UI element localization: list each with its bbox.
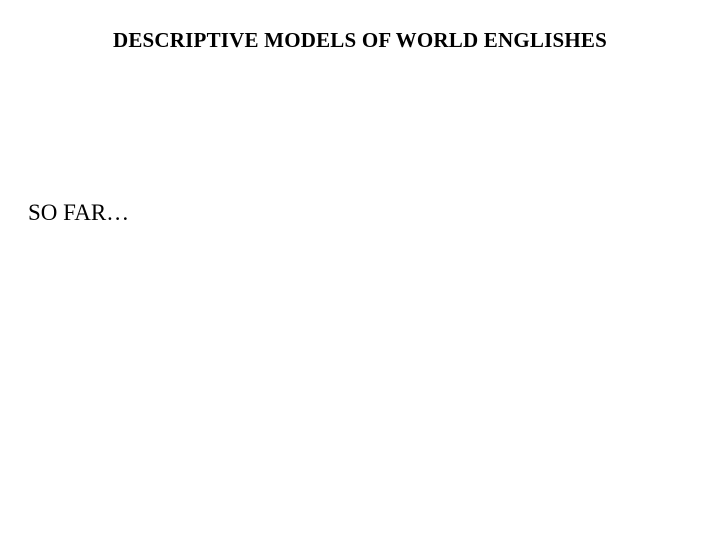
slide-subheading: SO FAR…: [28, 200, 129, 226]
slide-title: DESCRIPTIVE MODELS OF WORLD ENGLISHES: [0, 28, 720, 53]
